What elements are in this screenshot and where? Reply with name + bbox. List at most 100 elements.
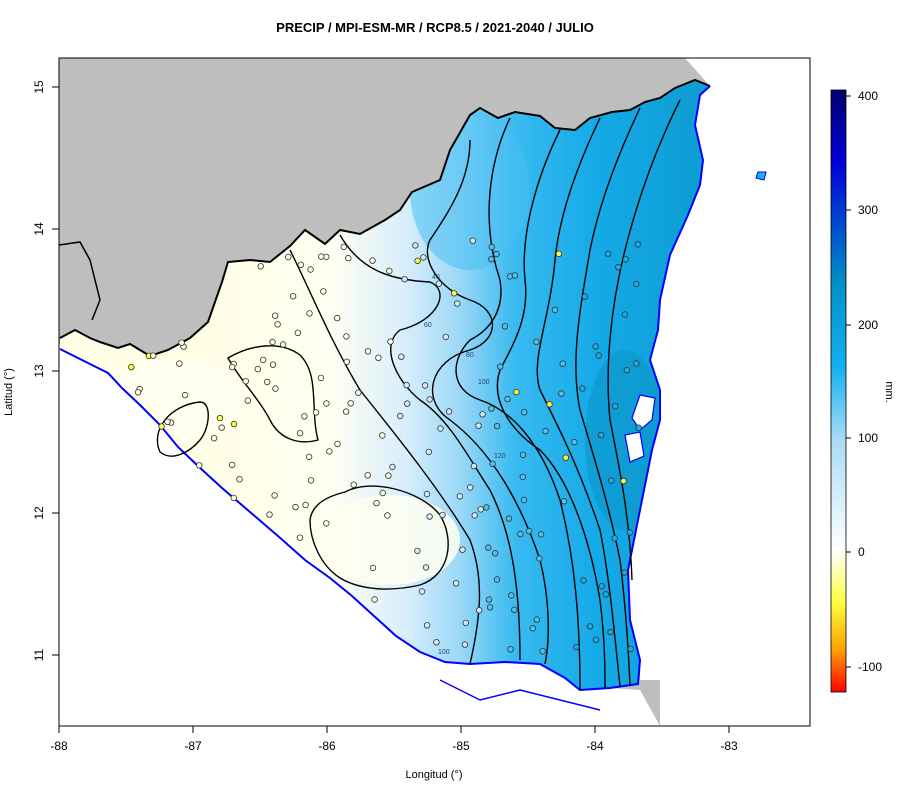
station-marker bbox=[296, 534, 304, 541]
station-marker bbox=[307, 266, 314, 273]
station-marker bbox=[615, 263, 622, 271]
station-marker bbox=[305, 453, 313, 461]
station-marker bbox=[508, 592, 515, 599]
station-marker bbox=[620, 477, 627, 485]
station-marker bbox=[385, 472, 392, 479]
station-marker bbox=[350, 481, 357, 488]
station-marker bbox=[608, 477, 615, 484]
station-marker bbox=[519, 451, 527, 458]
y-axis-title: Latitud (°) bbox=[3, 368, 15, 416]
station-marker bbox=[266, 511, 273, 518]
station-marker bbox=[230, 420, 238, 428]
station-marker bbox=[306, 310, 313, 317]
station-marker bbox=[513, 388, 520, 396]
y-axis: 15 14 13 12 11 Latitud (°) bbox=[3, 80, 59, 661]
station-marker bbox=[269, 338, 276, 346]
station-marker bbox=[562, 454, 569, 461]
station-marker bbox=[592, 636, 600, 643]
station-marker bbox=[414, 257, 421, 264]
station-marker bbox=[420, 254, 427, 261]
station-marker bbox=[542, 427, 549, 435]
station-marker bbox=[607, 628, 614, 636]
contour-line bbox=[575, 107, 641, 687]
contour-label: 100 bbox=[438, 649, 450, 656]
station-marker bbox=[635, 424, 642, 431]
station-marker bbox=[579, 385, 586, 392]
x-tick-label: -87 bbox=[184, 739, 202, 753]
station-marker bbox=[454, 300, 461, 307]
station-marker bbox=[340, 243, 347, 251]
contour-line bbox=[496, 129, 606, 689]
station-marker bbox=[525, 527, 533, 535]
station-marker bbox=[334, 440, 341, 448]
station-marker bbox=[507, 646, 514, 653]
station-marker bbox=[128, 363, 135, 371]
station-marker bbox=[633, 360, 640, 367]
contour-line bbox=[339, 234, 521, 661]
station-marker bbox=[230, 494, 237, 502]
station-marker bbox=[437, 425, 444, 432]
y-tick-label: 11 bbox=[32, 648, 46, 661]
colorbar-tick-label: 100 bbox=[858, 431, 878, 445]
station-marker bbox=[375, 354, 382, 361]
station-marker bbox=[369, 564, 377, 572]
station-marker bbox=[371, 596, 378, 603]
station-marker bbox=[489, 460, 496, 467]
station-marker bbox=[345, 254, 352, 262]
station-marker bbox=[412, 242, 419, 249]
colorbar-tick-label: 200 bbox=[858, 318, 878, 332]
station-marker bbox=[389, 463, 396, 471]
station-marker bbox=[403, 381, 410, 389]
station-marker bbox=[158, 423, 165, 430]
station-marker bbox=[369, 257, 376, 264]
y-tick-label: 15 bbox=[32, 80, 46, 94]
station-marker bbox=[134, 389, 142, 396]
station-marker bbox=[497, 363, 504, 370]
station-marker bbox=[573, 643, 580, 651]
contour-line bbox=[607, 99, 681, 581]
station-marker bbox=[254, 365, 261, 373]
lagoon bbox=[624, 431, 645, 463]
station-marker bbox=[621, 311, 629, 318]
station-marker bbox=[469, 237, 476, 244]
coastline bbox=[59, 85, 711, 692]
station-marker bbox=[581, 293, 589, 300]
station-marker bbox=[387, 338, 394, 345]
station-marker bbox=[364, 348, 372, 355]
x-axis-title: Longitud (°) bbox=[406, 769, 463, 781]
station-marker bbox=[228, 461, 236, 469]
station-marker bbox=[555, 250, 562, 257]
station-marker bbox=[633, 280, 640, 288]
coastline-south bbox=[439, 679, 601, 711]
contour-line bbox=[309, 485, 449, 590]
station-marker bbox=[384, 512, 391, 519]
station-marker bbox=[242, 378, 249, 385]
station-marker bbox=[426, 513, 433, 520]
station-marker bbox=[536, 555, 543, 562]
station-marker bbox=[398, 353, 405, 360]
station-marker bbox=[558, 390, 565, 397]
station-marker bbox=[401, 276, 408, 283]
station-marker bbox=[483, 504, 490, 511]
station-marker bbox=[297, 261, 304, 268]
station-marker bbox=[364, 472, 371, 479]
station-marker bbox=[612, 403, 619, 410]
station-marker bbox=[302, 501, 309, 509]
station-marker bbox=[176, 360, 183, 367]
station-marker bbox=[334, 314, 341, 322]
station-marker bbox=[511, 272, 519, 279]
station-marker bbox=[485, 544, 492, 551]
station-marker bbox=[598, 583, 605, 590]
station-marker bbox=[271, 492, 278, 499]
pacific-ocean bbox=[59, 345, 660, 726]
border-honduras bbox=[59, 78, 711, 358]
station-marker bbox=[386, 267, 393, 275]
station-marker bbox=[461, 641, 469, 648]
colorbar-tick-label: 400 bbox=[858, 89, 878, 103]
y-tick-label: 14 bbox=[32, 222, 46, 236]
station-marker bbox=[236, 476, 243, 483]
colorbar-tick-label: 0 bbox=[858, 545, 865, 559]
station-marker bbox=[433, 639, 440, 646]
station-marker bbox=[272, 385, 279, 392]
station-marker bbox=[422, 564, 430, 571]
